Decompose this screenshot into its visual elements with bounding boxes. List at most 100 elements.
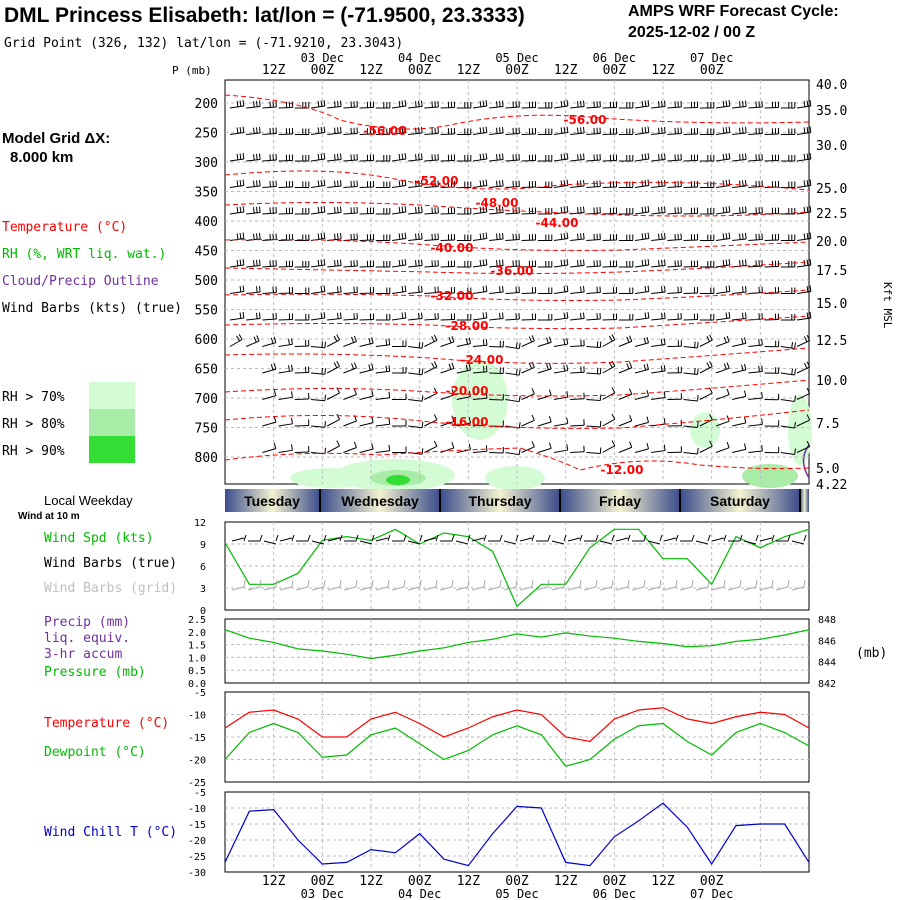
- wind-barb: [521, 340, 535, 347]
- wind-barb-feather: [803, 127, 806, 134]
- wind-barb: [375, 423, 390, 427]
- wind-barb: [796, 238, 811, 241]
- wind-barb: [699, 366, 713, 374]
- wind-barb-grid: [775, 586, 789, 591]
- wind-barb-feather: [333, 362, 338, 369]
- y-tick: 2.5: [188, 615, 206, 626]
- wind-barb-feather: [401, 153, 404, 160]
- wind-barb: [586, 318, 601, 321]
- wind-barb-feather: [401, 285, 404, 293]
- y-tick: -10: [188, 804, 206, 815]
- wind-barb-feather: [290, 391, 293, 398]
- wind-barb-feather: [646, 389, 650, 397]
- date-label-bottom: 03 Dec: [301, 887, 344, 900]
- wind-barbs-true-label: Wind Barbs (true): [44, 556, 177, 571]
- wind-barb-feather: [582, 127, 585, 134]
- wind-barb-feather: [333, 335, 338, 342]
- wind-barb-feather: [809, 153, 812, 160]
- wind-barb-feather: [323, 100, 326, 107]
- accum-label: 3-hr accum: [44, 647, 122, 662]
- wind-barb-feather: [288, 338, 290, 345]
- wind-barb-true: [647, 540, 661, 545]
- wind-barb-feather: [324, 341, 326, 348]
- wind-barb-feather: [806, 414, 811, 421]
- wind-barb-grid-feather: [387, 579, 390, 588]
- wind-barb-feather: [794, 368, 796, 376]
- wind-barb: [310, 346, 325, 349]
- wind-barb-feather: [663, 418, 666, 425]
- wind-barb: [699, 339, 713, 347]
- kft-tick: 17.5: [816, 264, 847, 279]
- wind-barb-feather: [641, 180, 644, 187]
- wind-barb-feather: [290, 338, 293, 345]
- wind-barb-grid-feather: [675, 579, 678, 588]
- wind-barb-feather: [339, 127, 342, 134]
- wind-barb-feather: [501, 100, 504, 107]
- station-title: DML Princess Elisabeth: lat/lon = (-71.9…: [4, 4, 525, 27]
- wind-barb: [634, 132, 649, 135]
- wind-barb-feather: [531, 414, 535, 421]
- wind-barb-feather: [725, 153, 728, 160]
- wind-barb: [343, 159, 358, 162]
- wind-barb-feather: [482, 153, 485, 160]
- rh-level-90: RH > 90%: [2, 444, 65, 459]
- wind-barb: [634, 317, 649, 321]
- wind-barb-true-feather: [707, 534, 711, 542]
- wind-barb-feather: [385, 339, 388, 346]
- pressure-tick: 400: [195, 215, 218, 230]
- temperature-contour: [224, 315, 810, 330]
- wind-barb-feather: [258, 180, 261, 187]
- wind-barb: [796, 158, 811, 162]
- wind-barb-feather: [663, 338, 666, 345]
- wind-barb-feather: [531, 441, 535, 448]
- wind-barb: [310, 372, 325, 375]
- wind-barb: [391, 238, 406, 241]
- wind-barb: [715, 238, 730, 241]
- wind-barb: [570, 451, 585, 453]
- wind-barb-feather: [806, 206, 809, 213]
- time-tick-bottom: 00Z: [700, 874, 724, 889]
- wind-barb: [489, 159, 504, 162]
- wind-barb-feather: [496, 127, 498, 134]
- wind-barb-feather: [644, 179, 647, 187]
- wind-barb-feather: [663, 312, 666, 319]
- y-tick: -5: [194, 788, 206, 799]
- wind-barb: [472, 450, 487, 453]
- wind-barb: [310, 185, 325, 188]
- wind-barb: [634, 238, 649, 241]
- pressure-tick: 600: [195, 333, 218, 348]
- pressure-tick: 550: [195, 304, 218, 319]
- wind-barb-true-feather: [291, 534, 295, 542]
- wind-barb: [262, 292, 277, 294]
- date-label-top: 03 Dec: [301, 51, 344, 65]
- wind-barb-feather: [236, 127, 239, 134]
- wind-barb-feather: [728, 285, 731, 292]
- wind-barb: [667, 133, 682, 135]
- wind-barb: [651, 106, 666, 109]
- temperature-contour: [224, 379, 810, 397]
- wind-barb-feather: [626, 363, 630, 370]
- wind-barb-feather: [485, 259, 488, 266]
- wind-barb-feather: [256, 206, 258, 213]
- wind-barb-feather: [242, 259, 245, 266]
- wind-barb-feather: [320, 259, 323, 266]
- wind-barb-feather: [809, 100, 812, 107]
- wind-barb-grid-feather: [323, 579, 326, 588]
- wind-barb-grid-feather: [563, 579, 566, 588]
- wind-barb-feather: [806, 179, 809, 187]
- wind-barb: [229, 105, 244, 109]
- wind-barb-grid: [295, 586, 309, 591]
- wind-barb-feather: [468, 417, 471, 424]
- wind-barb-grid-feather: [435, 579, 438, 588]
- wind-barb-feather: [744, 443, 747, 450]
- wind-barb-true: [455, 540, 469, 545]
- wind-barb-feather: [563, 126, 566, 134]
- wind-barb-feather: [479, 180, 482, 187]
- wind-barb-feather: [563, 206, 566, 213]
- wind-barb-grid: [471, 586, 485, 591]
- wind-barb-feather: [742, 153, 744, 160]
- temperature-contour-label: -56.00: [364, 124, 407, 138]
- wind-barb-feather: [433, 440, 438, 447]
- wind-barb-feather: [739, 260, 741, 267]
- kft-tick: 7.5: [816, 417, 839, 432]
